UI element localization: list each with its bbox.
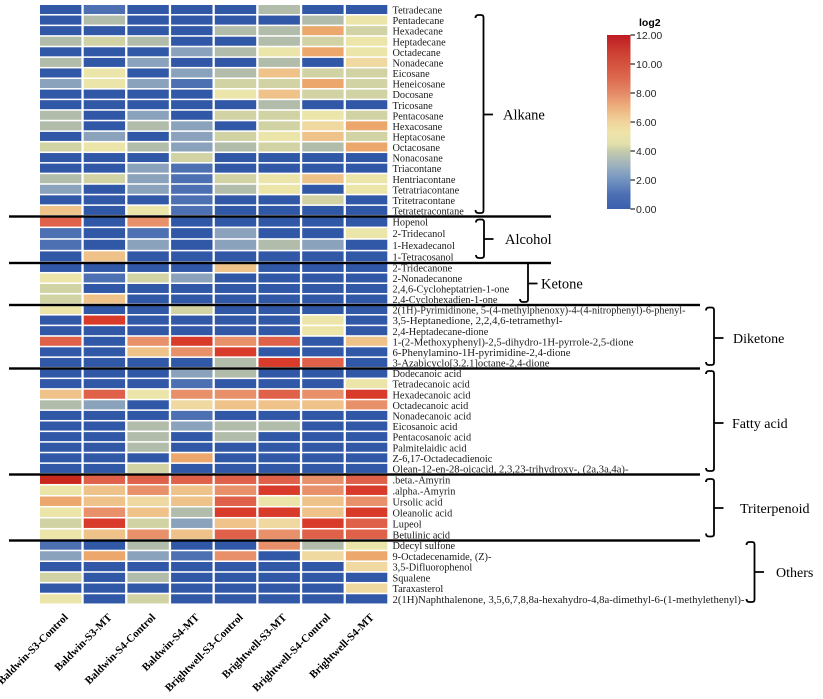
svg-text:Eicosane: Eicosane: [393, 69, 431, 80]
svg-text:Olean-12-en-28-oicacid, 2,3,23: Olean-12-en-28-oicacid, 2,3,23-trihydrox…: [393, 465, 630, 476]
svg-text:Triterpenoid: Triterpenoid: [740, 502, 809, 517]
svg-text:Hexacosane: Hexacosane: [393, 122, 443, 133]
svg-text:Ketone: Ketone: [541, 276, 583, 292]
svg-text:0.00: 0.00: [636, 204, 657, 216]
svg-text:Hexadecanoic acid: Hexadecanoic acid: [393, 390, 472, 401]
svg-text:3,5-Heptanedione, 2,2,4,6-tetr: 3,5-Heptanedione, 2,2,4,6-tetramethyl-: [393, 316, 564, 327]
svg-text:Dodecanoic acid: Dodecanoic acid: [393, 369, 463, 380]
svg-text:4.00: 4.00: [636, 146, 657, 158]
svg-text:9-Octadecenamide, (Z)-: 9-Octadecenamide, (Z)-: [393, 552, 492, 563]
svg-text:Alcohol: Alcohol: [505, 232, 552, 248]
svg-text:12.00: 12.00: [636, 30, 662, 42]
svg-text:Heneicosane: Heneicosane: [393, 80, 446, 91]
svg-text:6-Phenylamino-1H-pyrimidine-2,: 6-Phenylamino-1H-pyrimidine-2,4-dione: [393, 348, 571, 359]
svg-text:Squalene: Squalene: [393, 573, 431, 584]
svg-text:.alpha.-Amyrin: .alpha.-Amyrin: [393, 486, 456, 497]
svg-text:Nonadecanoic acid: Nonadecanoic acid: [393, 412, 472, 423]
svg-text:2,4-Heptadecane-dione: 2,4-Heptadecane-dione: [393, 327, 489, 338]
svg-text:Ursolic acid: Ursolic acid: [393, 497, 444, 508]
svg-text:Nonadecane: Nonadecane: [393, 58, 444, 69]
svg-text:Tritetracontane: Tritetracontane: [393, 196, 456, 207]
svg-text:.beta.-Amyrin: .beta.-Amyrin: [393, 475, 451, 486]
svg-text:Tricosane: Tricosane: [393, 101, 434, 112]
svg-text:2-Tridecanone: 2-Tridecanone: [393, 264, 453, 275]
svg-text:Heptacosane: Heptacosane: [393, 132, 446, 143]
svg-text:Tetradecane: Tetradecane: [393, 6, 443, 17]
svg-text:Octadecanoic acid: Octadecanoic acid: [393, 401, 470, 412]
svg-text:Octacosane: Octacosane: [393, 143, 441, 154]
svg-text:Diketone: Diketone: [733, 332, 784, 347]
svg-text:8.00: 8.00: [636, 88, 657, 100]
svg-text:Hexadecane: Hexadecane: [393, 27, 444, 38]
svg-text:10.00: 10.00: [636, 59, 662, 71]
svg-text:Pentacosanoic acid: Pentacosanoic acid: [393, 433, 472, 444]
svg-text:2,4-Cyclohexadien-1-one: 2,4-Cyclohexadien-1-one: [393, 295, 498, 306]
svg-text:Z-6,17-Octadecadienoic: Z-6,17-Octadecadienoic: [393, 454, 493, 465]
svg-text:Palmitelaidic acid: Palmitelaidic acid: [393, 443, 468, 454]
svg-text:1-Tetracosanol: 1-Tetracosanol: [393, 252, 454, 263]
svg-text:Hopenol: Hopenol: [393, 218, 429, 229]
svg-text:3,5-Difluorophenol: 3,5-Difluorophenol: [393, 563, 473, 574]
svg-text:Heptadecane: Heptadecane: [393, 37, 447, 48]
svg-text:Others: Others: [776, 566, 813, 581]
svg-text:Alkane: Alkane: [503, 107, 545, 123]
svg-text:3-Azabicyclo[3.2.1]octane-2,4-: 3-Azabicyclo[3.2.1]octane-2,4-dione: [393, 359, 550, 370]
svg-text:Ddecyl sulfone: Ddecyl sulfone: [393, 541, 456, 552]
svg-text:Betulinic acid: Betulinic acid: [393, 530, 451, 541]
svg-text:Fatty acid: Fatty acid: [732, 417, 788, 432]
svg-text:Tetratetracontane: Tetratetracontane: [393, 207, 465, 218]
svg-text:Triacontane: Triacontane: [393, 164, 442, 175]
svg-text:log2: log2: [639, 17, 661, 29]
svg-text:2.00: 2.00: [636, 175, 657, 187]
svg-text:Docosane: Docosane: [393, 90, 434, 101]
svg-text:1-(2-Methoxyphenyl)-2,5-dihydr: 1-(2-Methoxyphenyl)-2,5-dihydro-1H-pyrro…: [393, 337, 634, 348]
svg-text:2-Nonadecanone: 2-Nonadecanone: [393, 274, 463, 285]
svg-text:Tetratriacontane: Tetratriacontane: [393, 185, 460, 196]
svg-text:Pentacosane: Pentacosane: [393, 111, 444, 122]
svg-text:Oleanolic acid: Oleanolic acid: [393, 508, 454, 519]
svg-text:2(1H)-Pyrimidinone, 5-(4-methy: 2(1H)-Pyrimidinone, 5-(4-methylphenoxy)-…: [393, 306, 687, 317]
svg-text:Pentadecane: Pentadecane: [393, 16, 445, 27]
svg-text:1-Hexadecanol: 1-Hexadecanol: [393, 241, 455, 252]
svg-text:Tetradecanoic acid: Tetradecanoic acid: [393, 380, 471, 391]
svg-text:Eicosanoic acid: Eicosanoic acid: [393, 422, 459, 433]
svg-text:Nonacosane: Nonacosane: [393, 154, 444, 165]
svg-text:Octadecane: Octadecane: [393, 48, 441, 59]
svg-text:2(1H)Naphthalenone, 3,5,6,7,8,: 2(1H)Naphthalenone, 3,5,6,7,8,8a-hexahyd…: [393, 595, 746, 606]
svg-text:2-Tridecanol: 2-Tridecanol: [393, 229, 446, 240]
svg-text:Taraxasterol: Taraxasterol: [393, 584, 444, 595]
svg-text:Hentriacontane: Hentriacontane: [393, 175, 456, 186]
svg-text:2,4,6-Cycloheptatrien-1-one: 2,4,6-Cycloheptatrien-1-one: [393, 285, 510, 296]
svg-text:6.00: 6.00: [636, 117, 657, 129]
svg-text:Lupeol: Lupeol: [393, 519, 422, 530]
